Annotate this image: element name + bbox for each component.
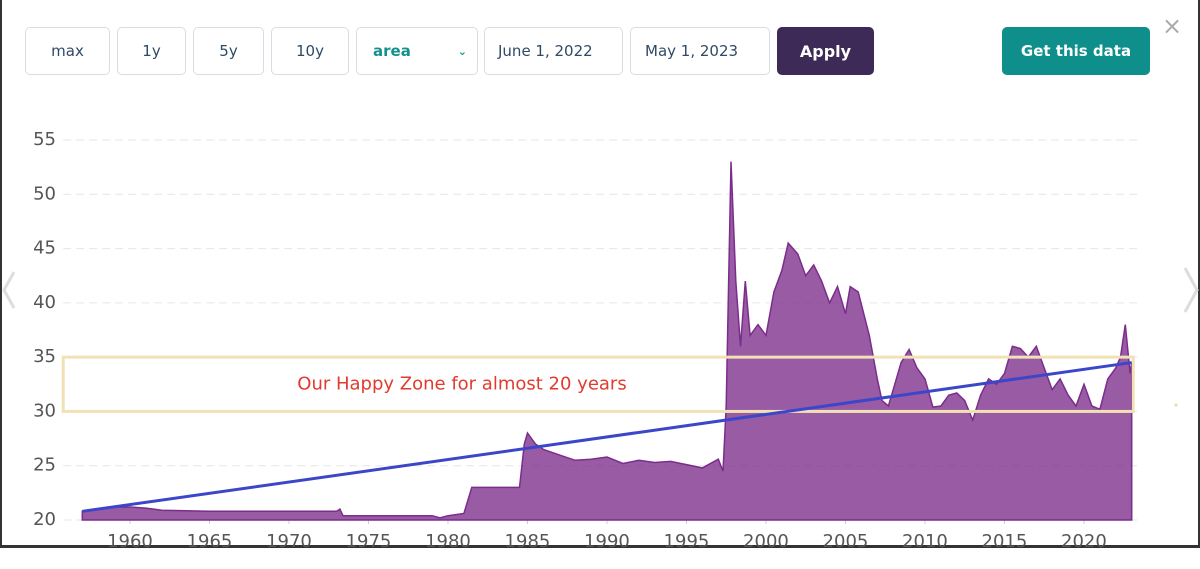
frame <box>0 0 1200 548</box>
range-button[interactable]: 10y <box>271 27 349 75</box>
chart-type-select[interactable]: area ⌄ <box>356 27 478 75</box>
chevron: ⌄ <box>457 44 467 58</box>
range-button[interactable]: max <box>25 27 110 75</box>
select-value: area <box>373 42 411 60</box>
close-button[interactable]: × <box>1162 12 1183 40</box>
range-button[interactable]: 1y <box>117 27 186 75</box>
get-data-button[interactable]: Get this data <box>1002 27 1150 75</box>
apply-button[interactable]: Apply <box>777 27 874 75</box>
range-button[interactable]: 5y <box>193 27 264 75</box>
end-date[interactable]: May 1, 2023 <box>630 27 770 75</box>
start-date[interactable]: June 1, 2022 <box>484 27 623 75</box>
